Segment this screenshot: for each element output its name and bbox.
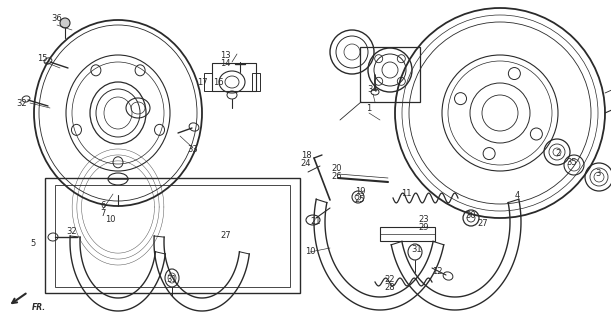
Bar [380,227,435,241]
Text: 35: 35 [566,157,577,166]
Text: 21: 21 [311,218,321,227]
Bar [45,178,300,293]
Text: 17: 17 [197,77,207,86]
Text: 16: 16 [213,77,223,86]
Text: 5: 5 [31,238,35,247]
Text: 6: 6 [100,202,106,211]
Text: 11: 11 [401,188,411,197]
Text: 22: 22 [385,276,395,284]
Text: 36: 36 [51,13,62,22]
Text: 13: 13 [220,51,230,60]
Text: FR.: FR. [32,303,46,313]
Text: 25: 25 [355,196,365,204]
Text: 10: 10 [305,247,315,257]
Text: 34: 34 [368,84,378,93]
Text: 32: 32 [67,228,78,236]
Text: 12: 12 [432,268,442,276]
Text: 1: 1 [367,103,371,113]
Text: 30: 30 [466,211,477,220]
Text: 20: 20 [332,164,342,172]
Text: 24: 24 [301,158,311,167]
Bar [212,63,256,91]
Bar [252,73,260,91]
Ellipse shape [60,18,70,28]
Text: 32: 32 [16,99,27,108]
Text: 29: 29 [419,223,430,233]
Bar [55,185,290,287]
Text: 7: 7 [100,210,106,219]
Text: 28: 28 [385,284,395,292]
Bar [204,73,212,91]
Text: 4: 4 [514,190,519,199]
Text: 31: 31 [167,276,177,284]
Text: 23: 23 [419,215,430,225]
Text: 10: 10 [104,215,115,225]
Text: 3: 3 [595,169,601,178]
Text: 19: 19 [355,188,365,196]
Text: 14: 14 [220,59,230,68]
Text: 27: 27 [221,231,232,241]
Text: 26: 26 [332,172,342,180]
Text: 2: 2 [555,148,561,157]
Bar [360,47,420,102]
Text: 18: 18 [301,150,312,159]
Text: 33: 33 [188,145,199,154]
Text: 27: 27 [478,219,488,228]
Text: 31: 31 [412,244,422,253]
Text: 15: 15 [37,53,47,62]
